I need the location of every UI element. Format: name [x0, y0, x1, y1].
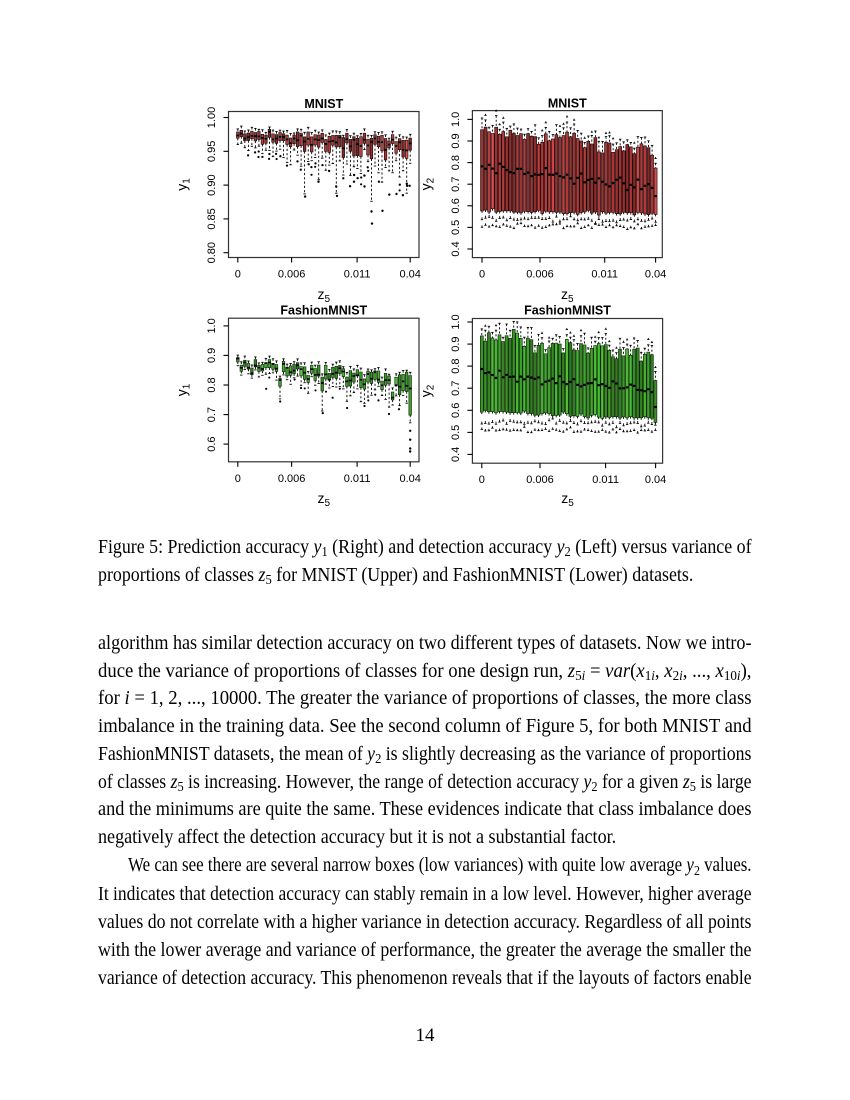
svg-text:0.04: 0.04	[645, 474, 666, 486]
svg-text:1.00: 1.00	[206, 107, 218, 128]
svg-text:FashionMNIST: FashionMNIST	[524, 304, 611, 318]
svg-text:y1: y1	[174, 383, 193, 396]
svg-text:0.04: 0.04	[399, 269, 420, 281]
svg-text:0.9: 0.9	[450, 336, 462, 351]
svg-text:0.8: 0.8	[450, 155, 462, 170]
svg-text:y2: y2	[417, 384, 436, 397]
svg-text:y2: y2	[417, 177, 436, 190]
svg-text:0.9: 0.9	[450, 133, 462, 148]
svg-text:0.6: 0.6	[206, 436, 218, 451]
svg-text:0.95: 0.95	[206, 141, 218, 162]
svg-text:0.6: 0.6	[450, 198, 462, 213]
svg-text:0.90: 0.90	[206, 174, 218, 195]
svg-text:0.011: 0.011	[591, 269, 618, 281]
svg-text:MNIST: MNIST	[304, 97, 343, 111]
svg-text:0.4: 0.4	[450, 447, 462, 462]
svg-text:0: 0	[235, 269, 241, 281]
svg-text:0.006: 0.006	[526, 269, 554, 281]
svg-text:0.80: 0.80	[206, 242, 218, 263]
svg-text:0.04: 0.04	[399, 473, 420, 485]
svg-text:0.006: 0.006	[526, 474, 554, 486]
svg-text:0.006: 0.006	[278, 473, 306, 485]
svg-text:FashionMNIST: FashionMNIST	[280, 304, 367, 318]
svg-text:y1: y1	[174, 178, 193, 191]
svg-text:0.011: 0.011	[592, 474, 619, 486]
svg-text:1.0: 1.0	[450, 112, 462, 127]
svg-text:0.04: 0.04	[645, 269, 666, 281]
svg-text:MNIST: MNIST	[548, 97, 587, 111]
svg-text:0: 0	[479, 474, 485, 486]
svg-text:0.5: 0.5	[450, 220, 462, 235]
svg-text:0.8: 0.8	[450, 358, 462, 373]
svg-text:0.9: 0.9	[206, 348, 218, 363]
svg-text:0.011: 0.011	[344, 473, 371, 485]
svg-text:0.006: 0.006	[278, 269, 306, 281]
svg-text:1.0: 1.0	[450, 314, 462, 329]
svg-text:0.8: 0.8	[206, 377, 218, 392]
svg-text:0.7: 0.7	[450, 381, 462, 396]
svg-text:0.85: 0.85	[206, 208, 218, 229]
svg-text:0.4: 0.4	[450, 241, 462, 256]
svg-text:0.7: 0.7	[450, 177, 462, 192]
svg-text:0: 0	[235, 473, 241, 485]
svg-text:0.5: 0.5	[450, 425, 462, 440]
svg-text:z5: z5	[561, 286, 574, 305]
svg-text:0: 0	[479, 269, 485, 281]
svg-text:1.0: 1.0	[206, 318, 218, 333]
svg-text:z5: z5	[318, 286, 331, 305]
svg-text:z5: z5	[318, 490, 331, 509]
svg-text:z5: z5	[561, 490, 574, 509]
svg-text:0.7: 0.7	[206, 407, 218, 422]
svg-text:0.6: 0.6	[450, 403, 462, 418]
svg-text:0.011: 0.011	[344, 269, 371, 281]
